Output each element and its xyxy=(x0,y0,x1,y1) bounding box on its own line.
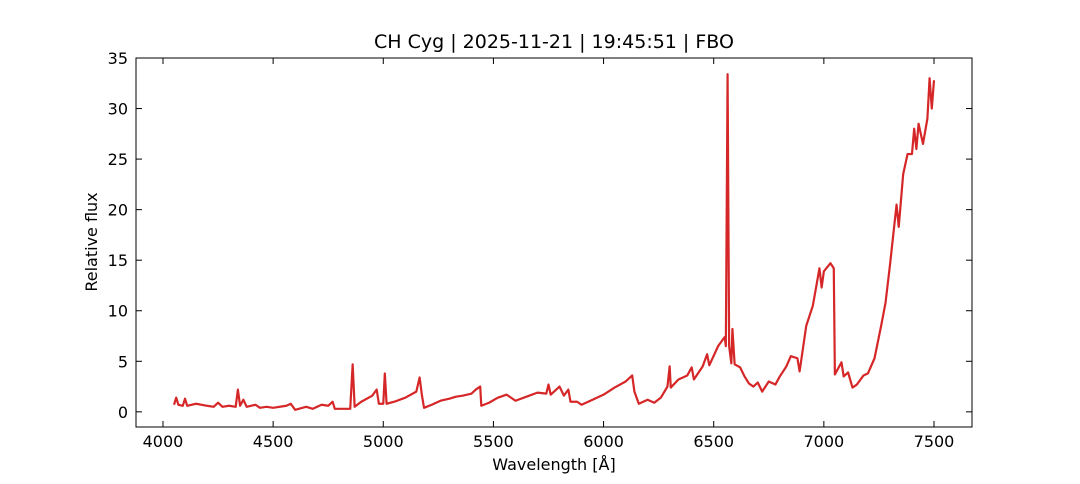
spectrum-line xyxy=(172,73,936,411)
y-tick-label: 20 xyxy=(108,201,128,220)
y-tick-label: 5 xyxy=(118,352,128,371)
x-tick-label: 6000 xyxy=(583,432,624,451)
y-axis-label: Relative flux xyxy=(82,192,101,291)
chart-title: CH Cyg | 2025-11-21 | 19:45:51 | FBO xyxy=(374,31,734,53)
x-tick-label: 7000 xyxy=(803,432,844,451)
y-tick-label: 25 xyxy=(108,150,128,169)
x-tick-label: 4500 xyxy=(253,432,294,451)
y-tick-label: 15 xyxy=(108,251,128,270)
x-tick-label: 7500 xyxy=(914,432,955,451)
x-tick-label: 5500 xyxy=(473,432,514,451)
x-axis-label: Wavelength [Å] xyxy=(492,455,615,474)
y-tick-label: 35 xyxy=(108,49,128,68)
y-tick-label: 0 xyxy=(118,403,128,422)
y-tick-label: 10 xyxy=(108,302,128,321)
x-tick-label: 5000 xyxy=(363,432,404,451)
y-tick-label: 30 xyxy=(108,100,128,119)
x-tick-label: 6500 xyxy=(693,432,734,451)
x-tick-label: 4000 xyxy=(143,432,184,451)
plot-frame xyxy=(135,57,973,428)
